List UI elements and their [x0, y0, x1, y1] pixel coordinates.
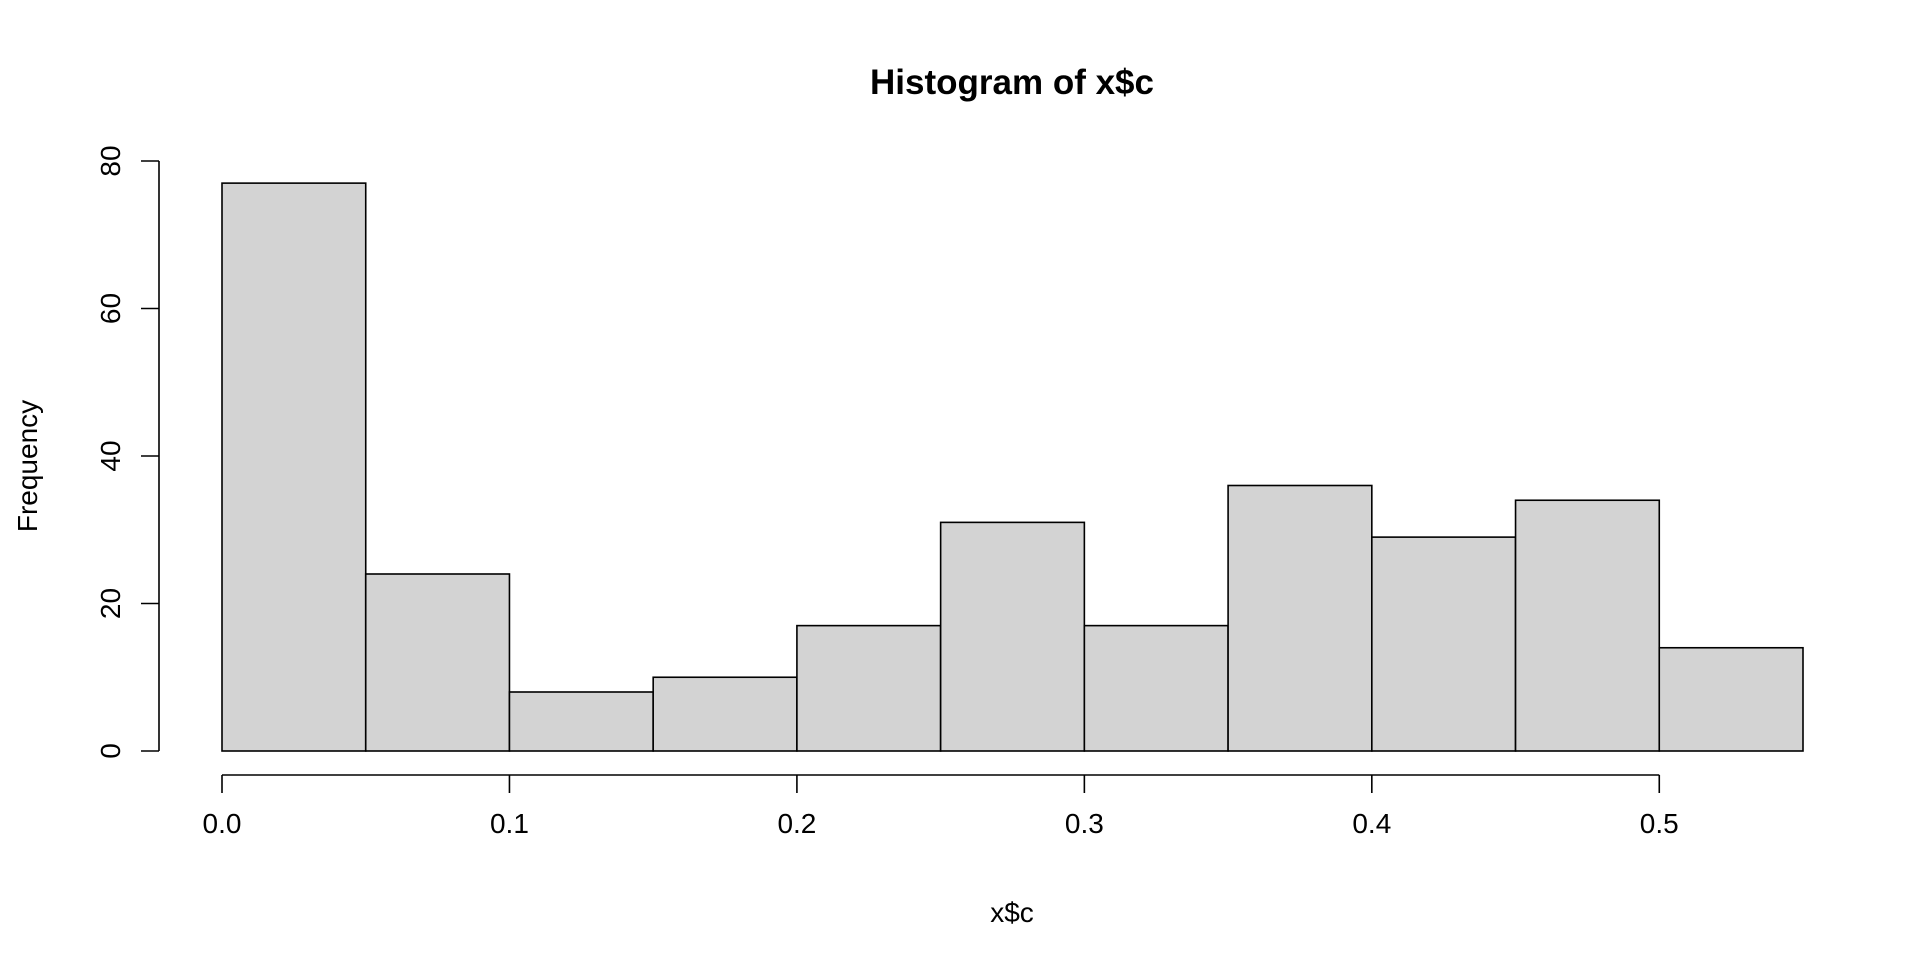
x-tick-label: 0.4 — [1352, 808, 1391, 839]
bars-group — [221, 182, 1804, 752]
x-tick-label: 0.0 — [203, 808, 242, 839]
y-tick-label: 60 — [95, 293, 126, 324]
x-axis: 0.0 0.1 0.2 0.3 0.4 0.5 — [203, 774, 1679, 839]
x-tick-label: 0.3 — [1065, 808, 1104, 839]
histogram-bar-9 — [1371, 536, 1517, 752]
histogram-bar-8 — [1227, 484, 1373, 752]
histogram-bar-3 — [508, 691, 654, 752]
x-axis-label: x$c — [990, 897, 1034, 928]
y-axis-label: Frequency — [12, 400, 43, 532]
histogram-bar-6 — [939, 521, 1086, 752]
y-axis: 0 20 40 60 80 — [95, 145, 160, 759]
x-tick-label: 0.5 — [1640, 808, 1679, 839]
histogram-bar-2 — [364, 573, 511, 752]
histogram-bar-5 — [796, 624, 942, 752]
histogram-bar-7 — [1083, 624, 1229, 752]
x-tick-label: 0.2 — [777, 808, 816, 839]
histogram-bar-4 — [652, 676, 798, 752]
y-tick-label: 80 — [95, 145, 126, 176]
y-tick-label: 0 — [95, 743, 126, 759]
histogram-bar-11 — [1658, 646, 1804, 752]
histogram-bar-1 — [221, 182, 367, 752]
histogram-bar-10 — [1514, 499, 1661, 752]
x-tick-label: 0.1 — [490, 808, 529, 839]
chart-title: Histogram of x$c — [870, 63, 1154, 102]
y-tick-label: 40 — [95, 440, 126, 471]
y-tick-label: 20 — [95, 588, 126, 619]
